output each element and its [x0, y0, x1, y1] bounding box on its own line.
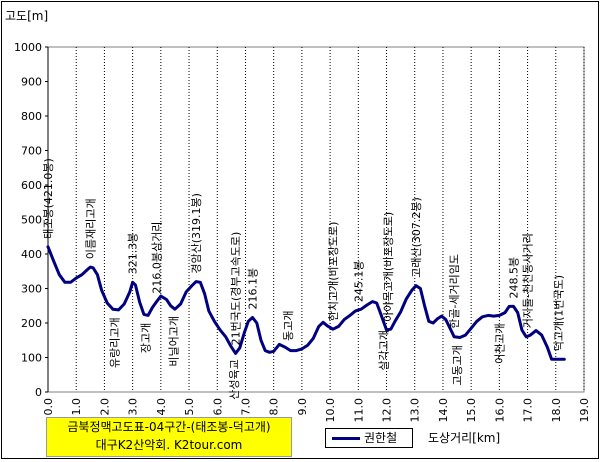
x-axis-label: 도상거리[km] [428, 431, 501, 445]
peak-annotation: 태조봉(421.0봉) [42, 158, 55, 239]
x-tick-label: 17.0 [522, 398, 535, 423]
peak-annotation: 216.1봉 [247, 268, 260, 310]
x-tick-label: 4.0 [155, 398, 168, 416]
peak-annotation: 216.0봉삼거리 [151, 222, 164, 294]
peak-annotation: 거지둘-천천동사거리 [521, 233, 535, 328]
peak-annotation: 어천고개 [492, 323, 506, 363]
peak-annotation: 고래산(307.2봉) [410, 197, 423, 278]
note-line-1: 금북정맥고도표-04구간-(태조봉-덕고개) [67, 420, 271, 434]
peak-annotation: 덕고개(1번국도) [553, 275, 566, 351]
peak-annotation: 248.5봉 [507, 257, 520, 299]
peak-annotation: 이름재리고개 [84, 198, 97, 259]
x-tick-label: 3.0 [127, 398, 140, 416]
peak-annotation: 비닐어고개 [168, 316, 181, 367]
y-tick-label: 500 [21, 214, 42, 227]
peak-annotation: 살각고개 [378, 330, 391, 370]
peak-annotation: 경암산(319.1봉) [190, 193, 203, 274]
x-tick-label: 19.0 [578, 398, 591, 423]
series-line [46, 245, 566, 361]
peak-annotation: 21번국도(경부고속도로) [230, 232, 243, 346]
peak-annotation: 동고개 [282, 311, 295, 341]
peak-annotation: 321.3봉 [127, 233, 140, 275]
legend-swatch [332, 437, 360, 440]
peak-annotation: 유랑리고개 [108, 317, 121, 368]
legend-label: 권한철 [364, 431, 398, 445]
legend: 권한철 [325, 428, 413, 448]
peak-annotation: 한치고개(비포장도로) [327, 222, 340, 322]
peak-annotation: 장고개 [139, 323, 152, 353]
y-tick-label: 700 [21, 145, 42, 158]
y-tick-label: 900 [21, 76, 42, 89]
y-tick-label: 800 [21, 110, 42, 123]
x-tick-label: 12.0 [381, 398, 394, 423]
peak-annotation: 아야목고개(비포장도로) [382, 212, 395, 322]
x-tick-label: 0.0 [42, 398, 55, 416]
y-tick-label: 100 [21, 352, 42, 365]
y-tick-label: 400 [21, 248, 42, 261]
x-tick-label: 9.0 [296, 398, 309, 416]
x-tick-label: 11.0 [352, 398, 365, 423]
peak-annotation: 245.1봉 [352, 260, 365, 302]
x-tick-label: 1.0 [70, 398, 83, 416]
y-tick-label: 200 [21, 317, 42, 330]
note-line-2: 대구K2산악회. K2tour.com [95, 438, 243, 452]
peak-annotation: 고동고개 [451, 345, 464, 385]
y-tick-label: 300 [21, 283, 42, 296]
x-tick-label: 10.0 [324, 398, 337, 423]
x-tick-label: 8.0 [268, 398, 281, 416]
y-tick-label: 1000 [14, 41, 42, 54]
x-tick-label: 5.0 [183, 398, 196, 416]
peak-annotation: 한골-세거리임도 [448, 254, 461, 329]
y-tick-label: 0 [35, 386, 42, 399]
x-tick-label: 7.0 [239, 398, 252, 416]
x-tick-label: 18.0 [550, 398, 563, 423]
peak-annotation: 산성육교 [228, 359, 241, 399]
x-tick-label: 2.0 [98, 398, 111, 416]
x-tick-label: 6.0 [211, 398, 224, 416]
chart-note-box: 금북정맥고도표-04구간-(태조봉-덕고개) 대구K2산악회. K2tour.c… [46, 417, 292, 457]
x-tick-label: 13.0 [409, 398, 422, 423]
x-tick-label: 16.0 [493, 398, 506, 423]
y-axis-title: 고도[m] [5, 9, 48, 23]
x-tick-label: 14.0 [437, 398, 450, 423]
y-tick-label: 600 [21, 179, 42, 192]
x-tick-label: 15.0 [465, 398, 478, 423]
